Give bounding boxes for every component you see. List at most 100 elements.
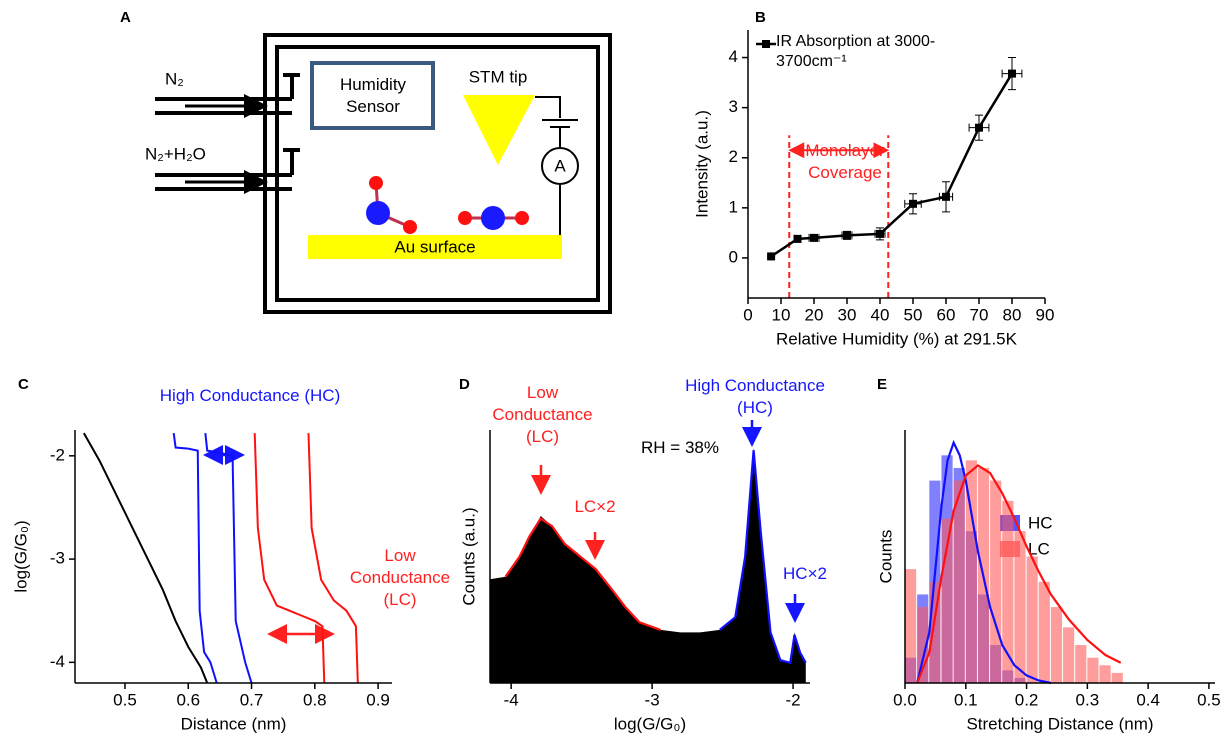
- y-axis-label: Counts (a.u.): [459, 507, 478, 605]
- panel-label: A: [120, 9, 131, 26]
- legend-label: LC: [1028, 539, 1050, 558]
- x-tick-label: 0: [743, 305, 752, 324]
- surface-label: Au surface: [394, 237, 475, 256]
- legend-marker: [762, 40, 770, 48]
- histogram-bar: [990, 480, 1002, 683]
- y-tick-label: 0: [729, 247, 738, 266]
- histogram-bar: [1111, 672, 1123, 683]
- y-axis-label: Intensity (a.u.): [692, 110, 711, 218]
- x-axis-label: Relative Humidity (%) at 291.5K: [776, 329, 1018, 348]
- histogram-bar: [905, 569, 917, 683]
- y-axis-label: log(G/G₀): [11, 520, 30, 592]
- trace: [204, 432, 253, 684]
- panel-label: D: [459, 376, 470, 393]
- trace: [307, 433, 359, 684]
- x-tick-label: 0.6: [176, 690, 200, 709]
- marker: [975, 123, 983, 132]
- histogram-bar: [1099, 665, 1111, 683]
- annotation: RH = 38%: [641, 438, 719, 457]
- x-tick-label: 50: [904, 305, 923, 324]
- x-tick-label: 10: [772, 305, 791, 324]
- histogram-bar: [1075, 645, 1087, 683]
- panel-label: B: [755, 9, 766, 26]
- marker: [843, 231, 851, 240]
- annotation: High Conductance (HC): [159, 386, 341, 405]
- annotation-arrows: [203, 420, 805, 644]
- annotation: Low Conductance (LC): [492, 383, 593, 446]
- x-tick-label: -3: [645, 690, 660, 709]
- tip-label: STM tip: [469, 67, 528, 86]
- panel-label: C: [18, 376, 29, 393]
- x-tick-label: 40: [871, 305, 890, 324]
- x-tick-label: 90: [1036, 305, 1055, 324]
- annotation: LC×2: [574, 497, 616, 516]
- fit-curve: [504, 517, 661, 631]
- x-axis-label: Stretching Distance (nm): [966, 714, 1153, 733]
- histogram-bar: [929, 581, 941, 683]
- x-tick-label: 0.5: [113, 690, 137, 709]
- x-tick-label: -4: [504, 690, 519, 709]
- fit-curve: [916, 464, 1122, 684]
- trace: [82, 432, 209, 684]
- legend-label: IR Absorption at 3000-3700cm⁻¹: [776, 33, 936, 70]
- marker: [1008, 69, 1016, 78]
- fit-curve: [719, 450, 807, 665]
- y-tick-label: 1: [729, 197, 738, 216]
- x-tick-label: 0.5: [1197, 690, 1221, 709]
- histogram-bar: [1063, 627, 1075, 683]
- histogram-bar: [953, 480, 965, 683]
- x-tick-label: 0.7: [240, 690, 264, 709]
- legend-label: HC: [1028, 513, 1053, 532]
- x-axis-label: log(G/G₀): [614, 714, 686, 733]
- trace: [172, 432, 218, 684]
- y-tick-label: -3: [50, 549, 65, 568]
- histogram-bar: [1087, 657, 1099, 683]
- histogram-bar: [941, 518, 953, 683]
- marker: [909, 199, 917, 208]
- annotation: Low Conductance (LC): [349, 546, 451, 609]
- marker: [876, 229, 884, 238]
- histogram-bar: [917, 607, 929, 683]
- setup-diagram: [155, 33, 612, 314]
- histogram-bar: [1038, 581, 1050, 683]
- histogram-area: [490, 447, 806, 683]
- x-tick-label: 0.3: [1076, 690, 1100, 709]
- x-tick-label: 30: [838, 305, 857, 324]
- inlet-label: N₂: [165, 69, 184, 88]
- meter-label: A: [554, 156, 566, 175]
- y-tick-label: -4: [50, 652, 65, 671]
- y-tick-label: -2: [50, 445, 65, 464]
- sensor-label: Humidity Sensor: [339, 75, 407, 116]
- fit-curve: [916, 439, 1052, 685]
- x-tick-label: 20: [805, 305, 824, 324]
- marker: [767, 252, 776, 261]
- x-tick-label: 0.9: [366, 690, 390, 709]
- trace: [253, 433, 326, 684]
- histogram-bar: [1026, 556, 1038, 683]
- y-tick-label: 4: [729, 47, 738, 66]
- y-tick-label: 3: [729, 97, 738, 116]
- annotation: Monolayer Coverage: [805, 141, 885, 182]
- x-tick-label: 60: [937, 305, 956, 324]
- x-tick-label: 0.0: [893, 690, 917, 709]
- panel-label: E: [877, 376, 887, 393]
- histogram-bar: [1050, 607, 1063, 683]
- legend-swatch: [1000, 541, 1020, 557]
- x-tick-label: 0.4: [1136, 690, 1160, 709]
- histogram-bar: [1002, 500, 1014, 683]
- x-tick-label: 0.8: [303, 690, 327, 709]
- marker: [793, 234, 802, 243]
- marker: [810, 233, 818, 242]
- inlet-label: N₂+H₂O: [145, 144, 206, 163]
- marker: [942, 192, 950, 201]
- histogram-bar: [965, 460, 977, 683]
- x-tick-label: 0.1: [954, 690, 978, 709]
- x-tick-label: 70: [970, 305, 989, 324]
- y-axis-label: Counts: [876, 530, 895, 584]
- annotation: HC×2: [783, 564, 827, 583]
- x-tick-label: 80: [1003, 305, 1022, 324]
- x-tick-label: -2: [786, 690, 801, 709]
- y-tick-label: 2: [729, 147, 738, 166]
